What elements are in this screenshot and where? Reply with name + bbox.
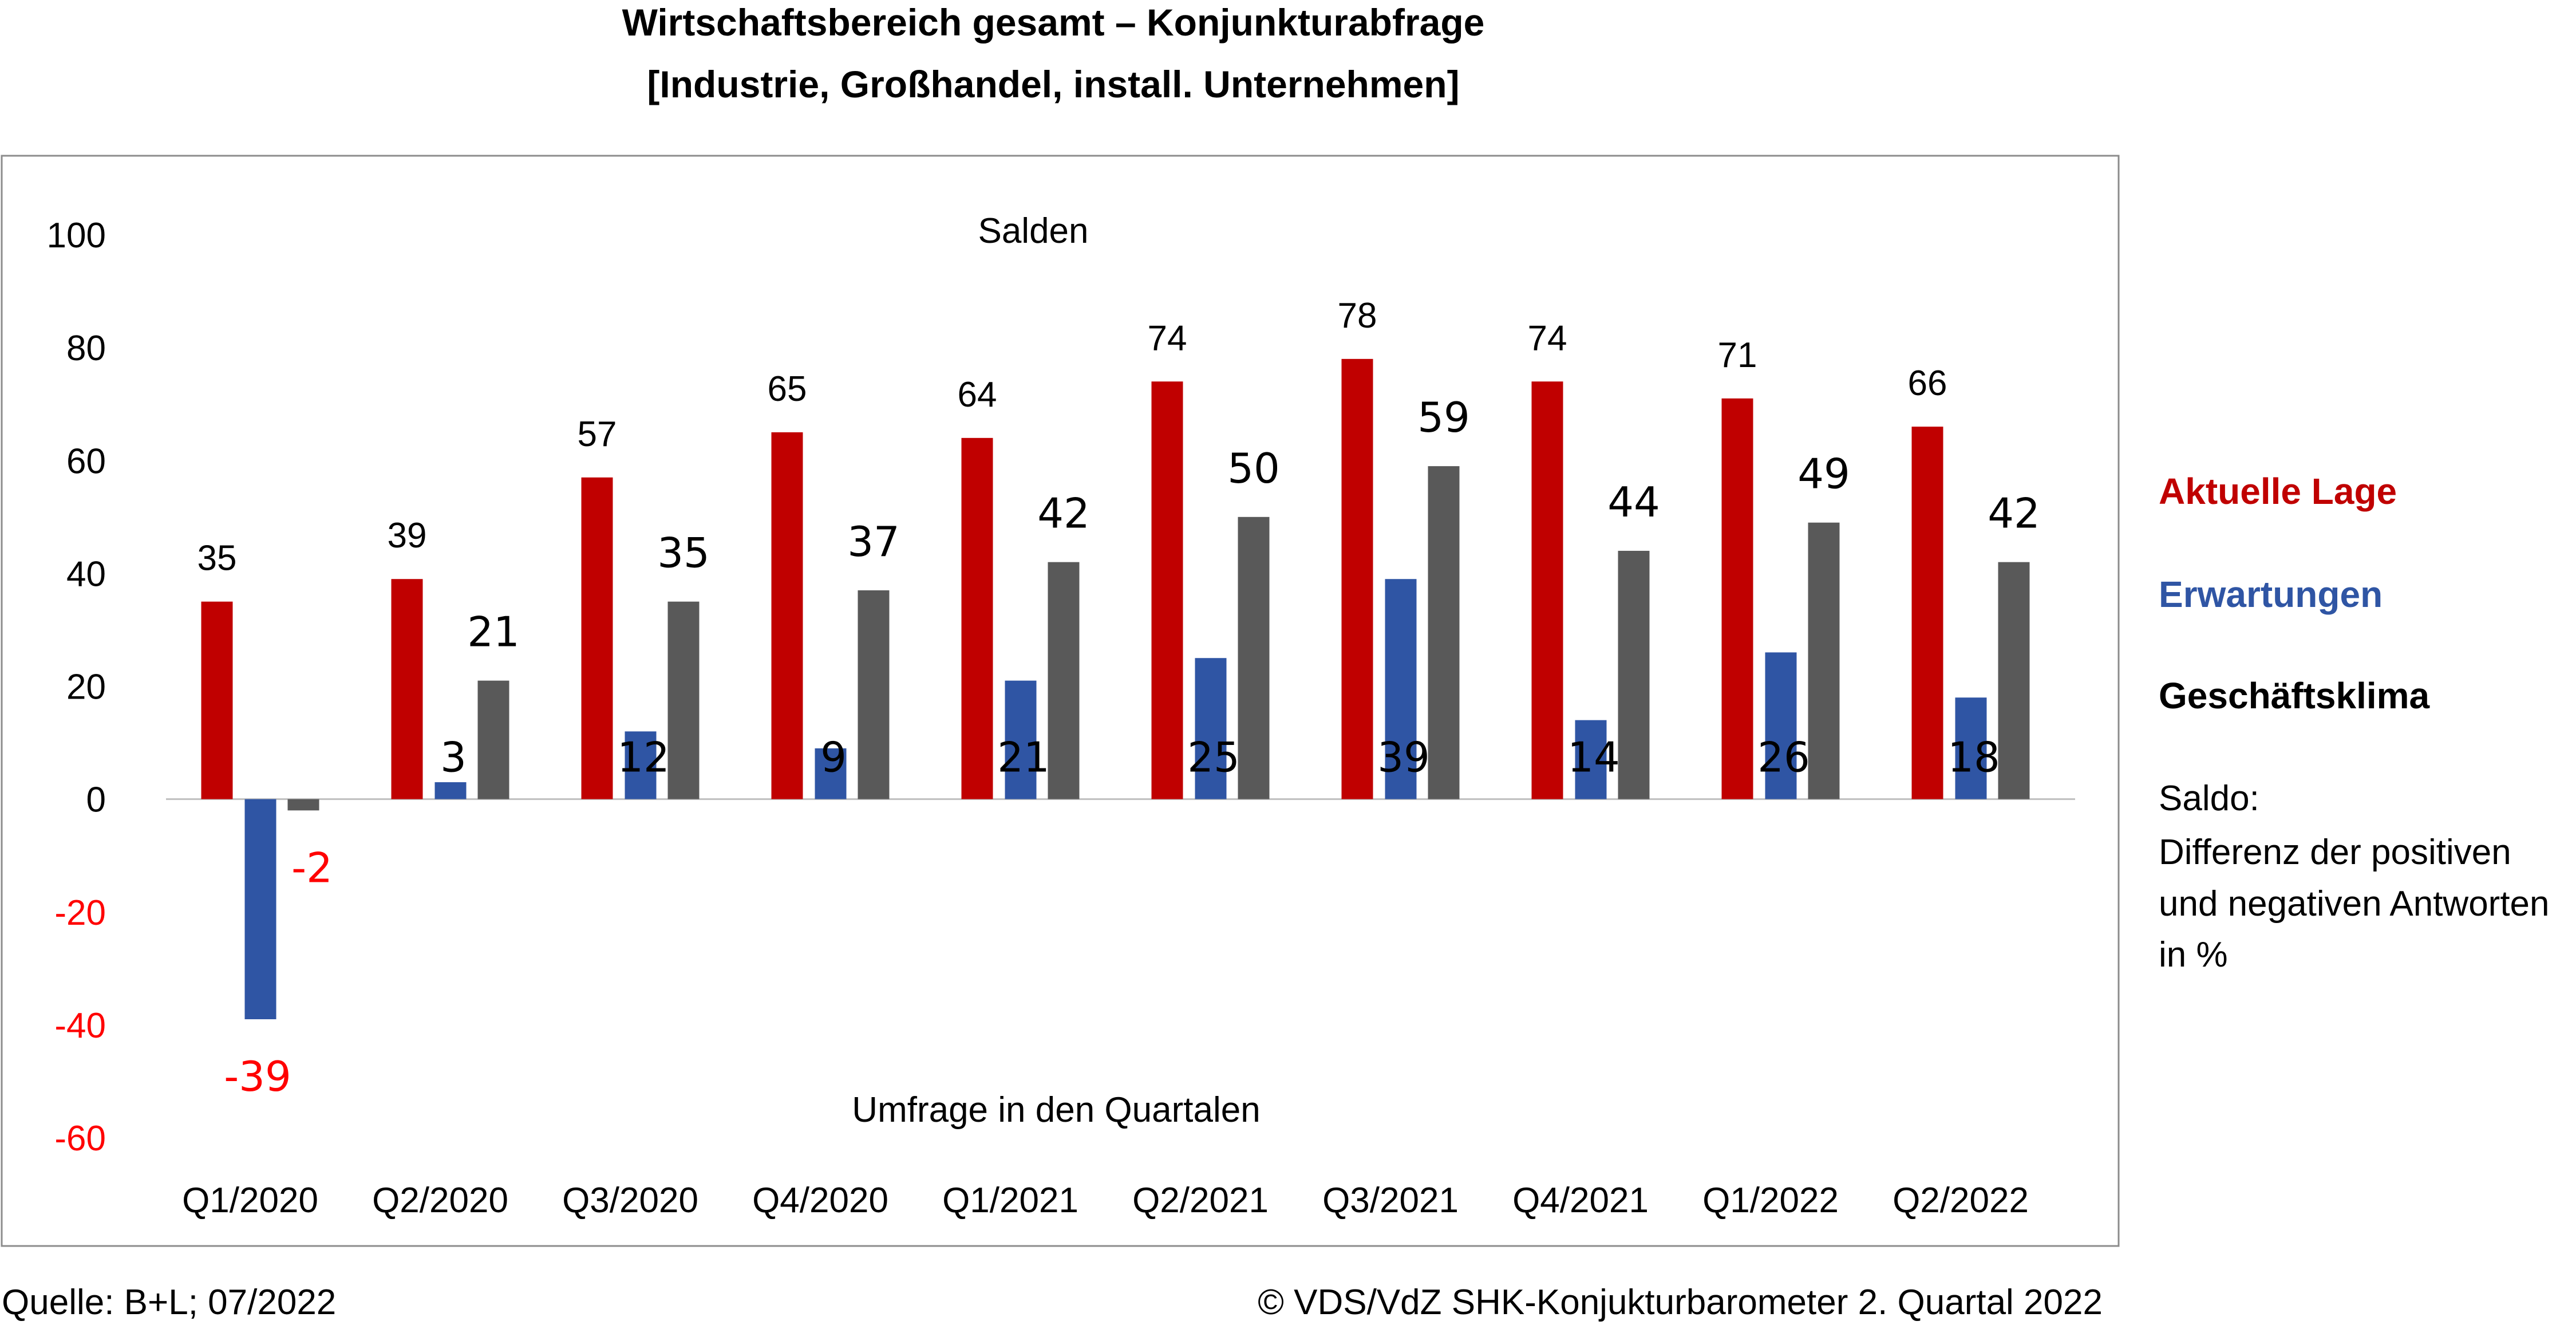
- value-label-geschaeftsklima: 37: [847, 518, 900, 566]
- value-label-geschaeftsklima: 49: [1797, 450, 1850, 498]
- legend-item-aktuelle-lage: Aktuelle Lage: [2159, 471, 2397, 512]
- bar-geschaeftsklima: [1428, 466, 1460, 799]
- y-tick-label: 20: [66, 668, 106, 707]
- bar-erwartungen: [815, 748, 847, 799]
- value-label-aktuelle-lage: 78: [1338, 296, 1377, 336]
- note-saldo-line-3: und negativen Antworten: [2159, 884, 2550, 924]
- value-label-erwartungen: 12: [617, 734, 670, 782]
- bar-erwartungen: [1005, 680, 1037, 799]
- y-tick-label: 80: [66, 329, 106, 368]
- value-label-geschaeftsklima: 21: [467, 608, 520, 656]
- plot-frame: [1, 155, 2120, 1247]
- chart-title-line-1: Wirtschaftsbereich gesamt – Konjunkturab…: [622, 1, 1485, 44]
- value-label-erwartungen: 25: [1187, 734, 1240, 782]
- value-label-erwartungen: 14: [1567, 734, 1620, 782]
- value-label-aktuelle-lage: 39: [388, 516, 427, 555]
- bar-erwartungen: [1575, 720, 1607, 799]
- x-tick-label: Q4/2021: [1512, 1181, 1649, 1220]
- value-label-erwartungen: 3: [440, 734, 467, 782]
- x-tick-label: Q2/2022: [1893, 1181, 2029, 1220]
- bar-erwartungen: [1385, 579, 1417, 799]
- bar-geschaeftsklima: [287, 799, 319, 811]
- bar-aktuelle-lage: [581, 477, 613, 799]
- bar-aktuelle-lage: [771, 432, 803, 799]
- bar-geschaeftsklima: [1618, 550, 1650, 799]
- bar-erwartungen: [1955, 697, 1987, 799]
- value-labels-group: 35 -39 -2 39 3 21 57 12 35 65 9 37 64 21 42 74 25 50 78 39 5…: [197, 296, 2040, 1101]
- value-label-geschaeftsklima: 35: [657, 529, 710, 577]
- bar-aktuelle-lage: [1341, 358, 1373, 799]
- bar-erwartungen: [1765, 652, 1797, 799]
- x-tick-label: Q3/2021: [1322, 1181, 1459, 1220]
- y-tick-label: 100: [47, 216, 106, 255]
- value-label-aktuelle-lage: 74: [1528, 318, 1567, 358]
- x-tick-label: Q1/2021: [942, 1181, 1078, 1220]
- bar-aktuelle-lage: [1911, 427, 1943, 799]
- note-saldo-line-2: Differenz der positiven: [2159, 833, 2511, 872]
- y-tick-label: -60: [54, 1119, 106, 1158]
- value-label-erwartungen: 21: [997, 734, 1050, 782]
- y-tick-label: -40: [54, 1006, 106, 1046]
- value-label-geschaeftsklima: 59: [1417, 393, 1470, 441]
- bar-series-group: [201, 358, 2030, 1020]
- value-label-geschaeftsklima: 42: [1988, 490, 2040, 538]
- y-axis: 100 80 60 40 20 0 -20 -40 -60: [47, 216, 106, 1158]
- bar-erwartungen: [244, 799, 276, 1020]
- value-label-aktuelle-lage: 64: [958, 375, 997, 415]
- bar-geschaeftsklima: [477, 680, 509, 799]
- note-saldo-line-4: in %: [2159, 935, 2228, 975]
- value-label-geschaeftsklima: 44: [1607, 478, 1660, 526]
- bar-geschaeftsklima: [858, 590, 890, 799]
- y-tick-label: 0: [86, 780, 106, 820]
- value-label-geschaeftsklima: 42: [1037, 490, 1090, 538]
- value-label-geschaeftsklima: 50: [1227, 444, 1280, 492]
- bar-erwartungen: [625, 731, 657, 799]
- legend-item-geschaeftsklima: Geschäftsklima: [2159, 675, 2430, 716]
- value-label-erwartungen: 9: [820, 734, 847, 782]
- bar-aktuelle-lage: [201, 601, 233, 799]
- value-label-aktuelle-lage: 71: [1718, 336, 1757, 375]
- bar-aktuelle-lage: [1531, 381, 1563, 799]
- value-label-erwartungen: 26: [1757, 734, 1810, 782]
- value-label-erwartungen: 18: [1947, 734, 2000, 782]
- value-label-aktuelle-lage: 74: [1148, 318, 1187, 358]
- value-label-aktuelle-lage: 35: [197, 539, 237, 578]
- bar-geschaeftsklima: [1048, 562, 1080, 799]
- bar-aktuelle-lage: [1721, 398, 1753, 799]
- footer-source: Quelle: B+L; 07/2022: [2, 1283, 336, 1322]
- bar-erwartungen: [1195, 658, 1227, 799]
- bar-aktuelle-lage: [1151, 381, 1183, 799]
- value-label-erwartungen: 39: [1377, 734, 1430, 782]
- value-label-geschaeftsklima: -2: [291, 844, 333, 892]
- x-tick-label: Q2/2021: [1132, 1181, 1269, 1220]
- chart-subtitle: Salden: [978, 211, 1088, 251]
- bar-geschaeftsklima: [667, 601, 700, 799]
- y-tick-label: -20: [54, 893, 106, 933]
- bar-geschaeftsklima: [1808, 522, 1840, 799]
- x-tick-label: Q1/2020: [182, 1181, 318, 1220]
- x-tick-label: Q1/2022: [1702, 1181, 1839, 1220]
- value-label-aktuelle-lage: 57: [578, 415, 617, 454]
- x-axis-label: Umfrage in den Quartalen: [852, 1090, 1260, 1130]
- footer-copyright: © VDS/VdZ SHK-Konjukturbarometer 2. Quar…: [1258, 1283, 2103, 1322]
- bar-geschaeftsklima: [1998, 562, 2030, 799]
- x-tick-label: Q3/2020: [562, 1181, 698, 1220]
- value-label-erwartungen: -39: [224, 1052, 291, 1101]
- bar-erwartungen: [434, 782, 467, 799]
- x-axis: Q1/2020 Q2/2020 Q3/2020 Q4/2020 Q1/2021 Q2/20…: [182, 1181, 2029, 1220]
- x-tick-label: Q4/2020: [752, 1181, 888, 1220]
- bar-geschaeftsklima: [1238, 516, 1270, 799]
- x-tick-label: Q2/2020: [372, 1181, 508, 1220]
- y-tick-label: 60: [66, 441, 106, 481]
- bar-aktuelle-lage: [961, 437, 993, 799]
- note-saldo-line-1: Saldo:: [2159, 779, 2259, 818]
- bar-aktuelle-lage: [391, 579, 423, 799]
- value-label-aktuelle-lage: 65: [768, 369, 807, 409]
- chart-title-line-2: [Industrie, Großhandel, install. Unterne…: [647, 63, 1459, 105]
- value-label-aktuelle-lage: 66: [1908, 364, 1947, 403]
- y-tick-label: 40: [66, 554, 106, 594]
- legend-item-erwartungen: Erwartungen: [2159, 574, 2383, 615]
